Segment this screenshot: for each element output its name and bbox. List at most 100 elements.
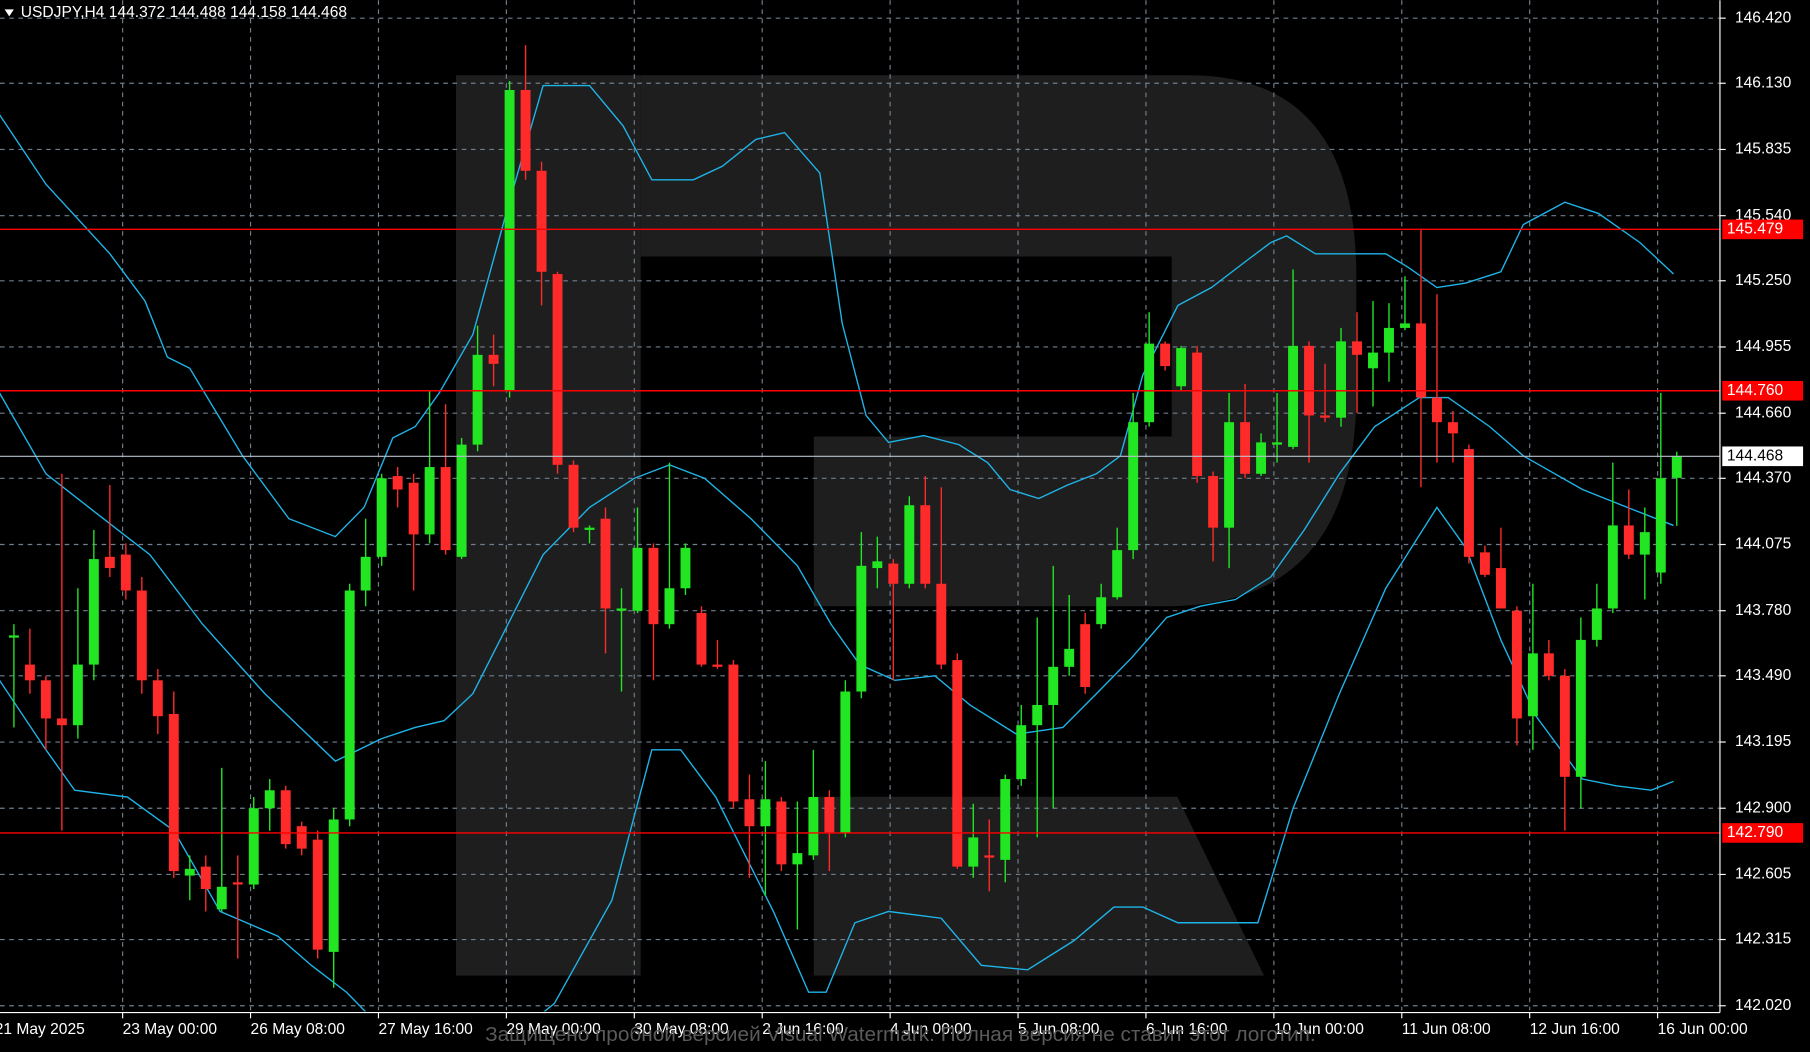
candle-body — [1479, 552, 1490, 575]
y-tick-label: 146.420 — [1735, 9, 1792, 26]
level-label-box — [1722, 380, 1804, 401]
candle-body — [136, 590, 147, 681]
candle-body — [888, 563, 899, 584]
x-tick-label: 4 Jun 00:00 — [890, 1021, 972, 1038]
candle-body — [488, 354, 499, 364]
candle-body — [120, 554, 131, 591]
candle-body — [1352, 341, 1362, 355]
price-label: 144.468 — [1727, 447, 1783, 464]
candle-body — [1080, 624, 1091, 688]
candle-body — [1511, 610, 1522, 719]
candle-body — [1128, 422, 1139, 551]
candle-body — [1527, 653, 1538, 717]
x-tick-label: 12 Jun 16:00 — [1530, 1021, 1620, 1038]
candle-body — [152, 680, 163, 717]
candle-body — [328, 819, 339, 952]
candle-body — [1671, 456, 1682, 478]
y-tick-label: 142.900 — [1735, 799, 1792, 816]
candle-body — [696, 612, 707, 665]
x-tick-label: 11 Jun 08:00 — [1402, 1021, 1491, 1038]
candle-body — [1112, 550, 1123, 598]
candle-body — [1655, 478, 1666, 573]
candle-body — [1368, 352, 1378, 369]
candle-body — [168, 713, 179, 872]
x-tick-label: 23 May 00:00 — [123, 1021, 218, 1038]
y-tick-label: 145.540 — [1735, 207, 1792, 224]
level-label-box — [1722, 219, 1804, 240]
x-tick-label: 21 May 2025 — [0, 1021, 85, 1038]
candle-body — [8, 635, 19, 638]
candle-body — [1431, 397, 1442, 423]
candle-body — [1224, 422, 1235, 528]
candle-body — [1272, 442, 1283, 445]
candle-body — [760, 799, 771, 827]
candle-body — [856, 565, 867, 692]
x-tick-label: 2 Jun 16:00 — [762, 1021, 844, 1038]
candle-body — [472, 354, 483, 445]
bollinger-band — [0, 506, 1674, 1012]
candle-body — [872, 561, 883, 569]
candle-body — [296, 826, 307, 849]
candle-body — [376, 478, 387, 557]
watermark-text: Защищено пробной версией Visual Watermar… — [485, 1023, 1316, 1046]
candle-body — [1208, 476, 1219, 528]
header-high: 144.488 — [169, 4, 225, 21]
candle-body — [360, 556, 371, 591]
candle-body — [520, 89, 531, 171]
candle-body — [936, 583, 947, 665]
candle-body — [728, 664, 739, 802]
candle-body — [920, 505, 931, 584]
y-tick-label: 142.315 — [1735, 931, 1792, 948]
candle-body — [664, 588, 675, 625]
candle-body — [1048, 666, 1059, 705]
logo-bowl — [640, 75, 1357, 607]
candle-body — [1543, 653, 1554, 676]
candle-body — [1032, 704, 1043, 726]
candle-body — [536, 170, 547, 272]
x-tick-label: 6 Jun 16:00 — [1146, 1021, 1228, 1038]
candle-body — [632, 547, 643, 611]
y-tick-label: 144.370 — [1735, 469, 1792, 486]
candle-body — [1320, 415, 1330, 418]
candle-body — [600, 518, 611, 609]
candle-body — [792, 853, 803, 865]
y-tick-label: 144.075 — [1735, 536, 1792, 553]
y-tick-label: 143.780 — [1735, 602, 1792, 619]
candle-body — [1192, 352, 1203, 477]
axes: 146.420 146.130 145.835 145.540 145.250 144.9… — [0, 9, 1804, 1038]
candle-body — [1160, 343, 1171, 367]
candle-body — [1144, 343, 1155, 423]
candle-body — [968, 837, 979, 867]
level-label: 144.760 — [1727, 382, 1784, 399]
candle-body — [552, 274, 563, 465]
candle-body — [456, 444, 467, 557]
candle-body — [744, 799, 755, 827]
y-tick-label: 144.955 — [1735, 338, 1792, 355]
candle-body — [952, 660, 963, 867]
y-tick-label: 143.490 — [1735, 667, 1792, 684]
candle-body — [1416, 323, 1426, 398]
y-tick-label: 142.605 — [1735, 866, 1792, 883]
candle-body — [72, 664, 83, 726]
level-label-box — [1722, 823, 1804, 843]
y-tick-label: 145.835 — [1735, 141, 1792, 158]
candle-body — [1400, 323, 1410, 328]
candle-body — [1447, 422, 1458, 434]
candle-body — [408, 482, 419, 535]
candle-body — [584, 527, 595, 530]
candle-body — [1463, 449, 1474, 557]
candle-body — [824, 797, 835, 833]
header-low: 144.158 — [230, 4, 286, 21]
x-tick-label: 16 Jun 00:00 — [1658, 1021, 1748, 1038]
candle-body — [1240, 422, 1251, 474]
candle-body — [1064, 648, 1075, 667]
candle-body — [248, 808, 259, 885]
level-label: 145.479 — [1727, 220, 1783, 237]
candle-body — [232, 882, 243, 885]
plot-area — [0, 45, 1720, 1012]
candle-body — [1623, 525, 1634, 555]
candle-body — [984, 855, 995, 858]
candle-body — [1000, 779, 1011, 860]
